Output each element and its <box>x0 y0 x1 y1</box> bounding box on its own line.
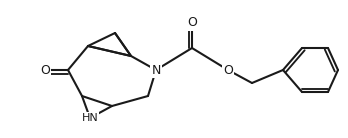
Text: N: N <box>151 63 161 76</box>
Text: O: O <box>223 63 233 76</box>
Text: O: O <box>187 17 197 30</box>
Text: HN: HN <box>82 113 98 123</box>
Text: O: O <box>40 63 50 76</box>
